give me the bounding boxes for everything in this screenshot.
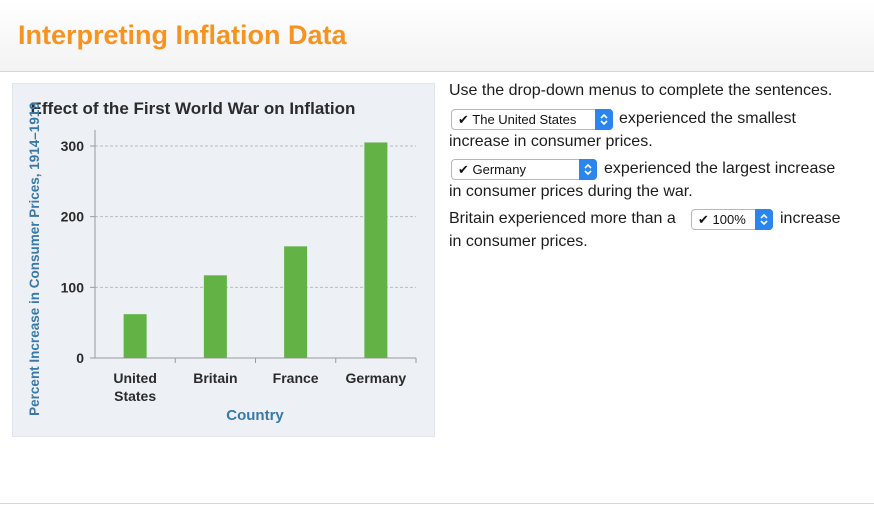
inflation-bar-chart: Effect of the First World War on Inflati…	[27, 99, 417, 424]
q1-dropdown-value: ✔ The United States	[458, 112, 577, 127]
q3-dropdown-arrow-icon	[755, 209, 773, 230]
q1-dropdown-arrow-icon	[595, 109, 613, 130]
q3-before-text: Britain experienced more than a	[449, 210, 676, 227]
y-axis-label: Percent Increase in Consumer Prices, 191…	[27, 102, 42, 416]
chart-title: Effect of the First World War on Inflati…	[31, 99, 356, 118]
q1-after-text: experienced the smallest	[619, 110, 796, 127]
plot-area: 0 100 200 300 United States Britain France Germa…	[61, 129, 417, 404]
x-axis-label: Country	[226, 407, 284, 424]
x-tick-label: Britain	[193, 370, 237, 386]
page-header: Interpreting Inflation Data	[0, 0, 874, 72]
q3-after-text: increase	[780, 210, 841, 227]
q2-dropdown[interactable]: ✔ Germany	[451, 159, 597, 180]
page-title: Interpreting Inflation Data	[18, 20, 347, 50]
x-tick-label: Germany	[346, 370, 407, 386]
y-tick-label: 200	[61, 209, 85, 225]
bar	[284, 246, 308, 358]
chart-panel: Effect of the First World War on Inflati…	[12, 83, 435, 437]
q1-cont-text: increase in consumer prices.	[449, 133, 653, 150]
x-tick-label: France	[273, 370, 319, 386]
q3-dropdown[interactable]: ✔ 100%	[691, 209, 773, 230]
bar	[203, 275, 227, 358]
q2-after-text: experienced the largest increase	[604, 160, 836, 177]
q2-cont-text: in consumer prices during the war.	[449, 183, 693, 200]
y-tick-label: 300	[61, 138, 85, 154]
bar	[123, 314, 147, 358]
instruction-text: Use the drop-down menus to complete the …	[449, 82, 833, 99]
footer-divider	[0, 503, 874, 504]
q1-dropdown[interactable]: ✔ The United States	[451, 109, 613, 130]
q2-dropdown-arrow-icon	[579, 159, 597, 180]
q2-dropdown-value: ✔ Germany	[458, 162, 526, 177]
y-tick-label: 0	[76, 350, 84, 366]
x-tick-label: States	[114, 388, 156, 404]
q3-cont-text: in consumer prices.	[449, 233, 588, 250]
q3-dropdown-value: ✔ 100%	[698, 212, 746, 227]
y-tick-label: 100	[61, 279, 85, 295]
x-tick-label: United	[113, 370, 157, 386]
bar	[364, 142, 388, 358]
